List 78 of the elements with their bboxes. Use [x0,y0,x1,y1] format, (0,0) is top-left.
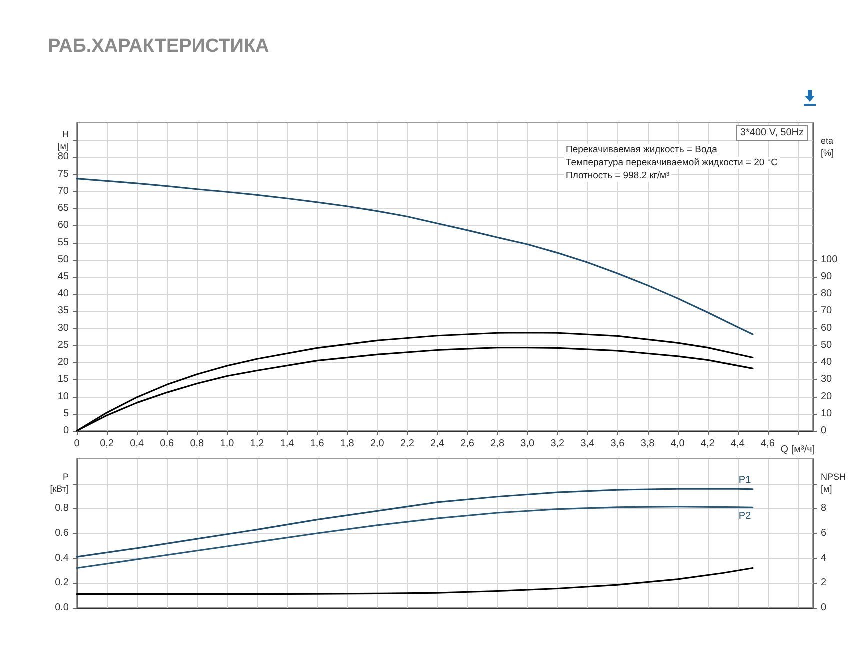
y-tick-label: 80 [58,152,70,163]
x-axis-title: Q [м³/ч] [780,444,816,456]
y-axis-title: P [кВт] [50,472,69,494]
x-tick-label: 3,4 [580,438,596,450]
y-tick-label: 0.2 [55,578,70,589]
y2-tick-label: 4 [821,552,827,564]
x-tick-label: 1,0 [220,438,235,450]
x-tick-label: 2,8 [490,438,505,450]
x-tick-label: 1,8 [340,438,355,450]
series-label: P2 [738,511,752,522]
x-tick-label: 0,4 [130,438,144,450]
x-tick-label: 2,4 [430,438,445,450]
x-tick-label: 1,6 [310,438,325,450]
y2-tick-label: 60 [821,322,833,334]
x-tick-label: 3,0 [520,438,535,450]
y-tick-label: 10 [58,391,70,402]
x-tick-label: 1,2 [250,438,265,450]
y-tick-label: 15 [58,374,70,386]
x-tick-label: 4,2 [700,438,716,450]
y2-tick-label: 30 [821,374,833,386]
line-series [76,567,754,596]
y2-tick-label: 0 [821,602,827,614]
x-tick-label: 3,8 [640,438,656,450]
x-tick-label: 2,2 [400,438,415,450]
annotation: 3*400 V, 50Hz [740,128,804,138]
line-series [76,488,754,558]
x-tick-label: 3,6 [610,438,626,450]
y2-tick-label: 0 [821,426,827,436]
x-tick-label: 4,4 [730,438,746,450]
y-tick-label: 45 [58,272,70,282]
y2-tick-label: 100 [821,254,838,266]
y-tick-label: 0.0 [55,602,70,614]
x-tick-label: 4,6 [760,438,776,450]
x-tick-label: 1,4 [280,438,295,450]
x-tick-label: 3,2 [550,438,566,450]
chart-title: РАБ.ХАРАКТЕРИСТИКА [48,36,270,58]
y-tick-label: 0 [63,426,70,436]
x-tick-label: 0 [74,438,80,450]
y2-tick-label: 10 [821,408,833,420]
x-tick-label: 0,2 [100,438,114,450]
annotation: Перекачиваемая жидкость = Вода [566,144,718,156]
y-tick-label: 20 [58,357,70,368]
y-tick-label: 75 [58,168,70,180]
y-tick-label: 0.4 [55,552,70,564]
y2-axis-title: eta [%] [821,136,834,158]
y2-tick-label: 50 [821,340,833,351]
x-tick-label: 0,8 [190,438,205,450]
y-tick-label: 25 [58,340,70,351]
y-tick-label: 65 [58,203,70,214]
x-tick-label: 2,6 [460,438,475,450]
y-tick-label: 70 [58,186,70,197]
y-tick-label: 0.8 [55,503,70,514]
y-tick-label: 35 [58,306,70,317]
x-tick-label: 2,0 [370,438,385,450]
y-tick-label: 60 [58,220,70,232]
y-tick-label: 30 [58,322,70,334]
x-tick-label: 4,0 [670,438,686,450]
y2-tick-label: 8 [821,503,827,514]
y-tick-label: 55 [58,237,70,248]
y2-tick-label: 20 [821,391,833,402]
y2-tick-label: 2 [821,578,827,589]
y-tick-label: 50 [58,254,70,266]
annotation: Температура перекачиваемой жидкости = 20 °C [566,158,778,168]
y-tick-label: 5 [63,408,70,420]
y-tick-label: 0.6 [55,528,70,539]
y2-tick-label: 90 [821,272,833,282]
y-axis-title: H [м] [58,129,69,152]
x-tick-label: 0,6 [160,438,175,450]
line-series [76,506,754,570]
annotation: Плотность = 998.2 кг/м³ [566,170,670,182]
y2-tick-label: 70 [821,306,833,317]
y2-tick-label: 40 [821,357,833,368]
line-series [76,178,754,336]
series-label: P1 [738,474,752,486]
y-tick-label: 40 [58,288,70,300]
y2-axis-title: NPSH [м] [821,472,846,494]
y2-tick-label: 6 [821,528,827,539]
y2-tick-label: 80 [821,288,833,300]
